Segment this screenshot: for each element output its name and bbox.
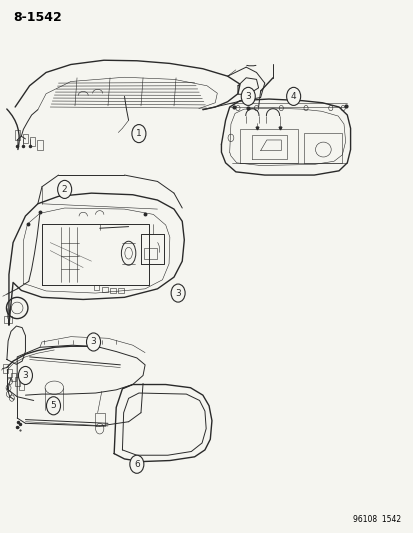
Text: 4: 4 [290,92,296,101]
Bar [95,413,105,426]
Bar [3,365,8,373]
Bar [15,131,21,140]
Circle shape [57,180,71,198]
Text: 3: 3 [245,92,251,101]
Bar [7,368,12,377]
Bar [144,248,156,259]
Bar [118,288,124,293]
Circle shape [130,455,144,473]
Text: 6: 6 [134,460,140,469]
Circle shape [132,125,145,143]
Circle shape [241,87,255,106]
Text: 96108  1542: 96108 1542 [352,515,400,524]
Text: 1: 1 [136,129,141,138]
Bar [11,373,16,381]
Bar [15,377,20,385]
Text: 5: 5 [50,401,56,410]
Circle shape [19,367,32,384]
Bar [19,381,24,390]
Circle shape [46,397,60,415]
Text: 3: 3 [90,337,96,346]
Bar [4,317,12,323]
Text: 8-1542: 8-1542 [13,11,62,25]
Circle shape [286,87,300,106]
Bar [30,137,35,147]
Bar [110,288,116,293]
Text: 2: 2 [62,185,67,194]
Circle shape [86,333,100,351]
Bar [22,134,28,143]
Circle shape [171,284,185,302]
Text: 3: 3 [175,288,180,297]
Bar [37,140,43,150]
Text: 3: 3 [23,371,28,380]
Bar [93,285,99,290]
Bar [102,287,107,292]
